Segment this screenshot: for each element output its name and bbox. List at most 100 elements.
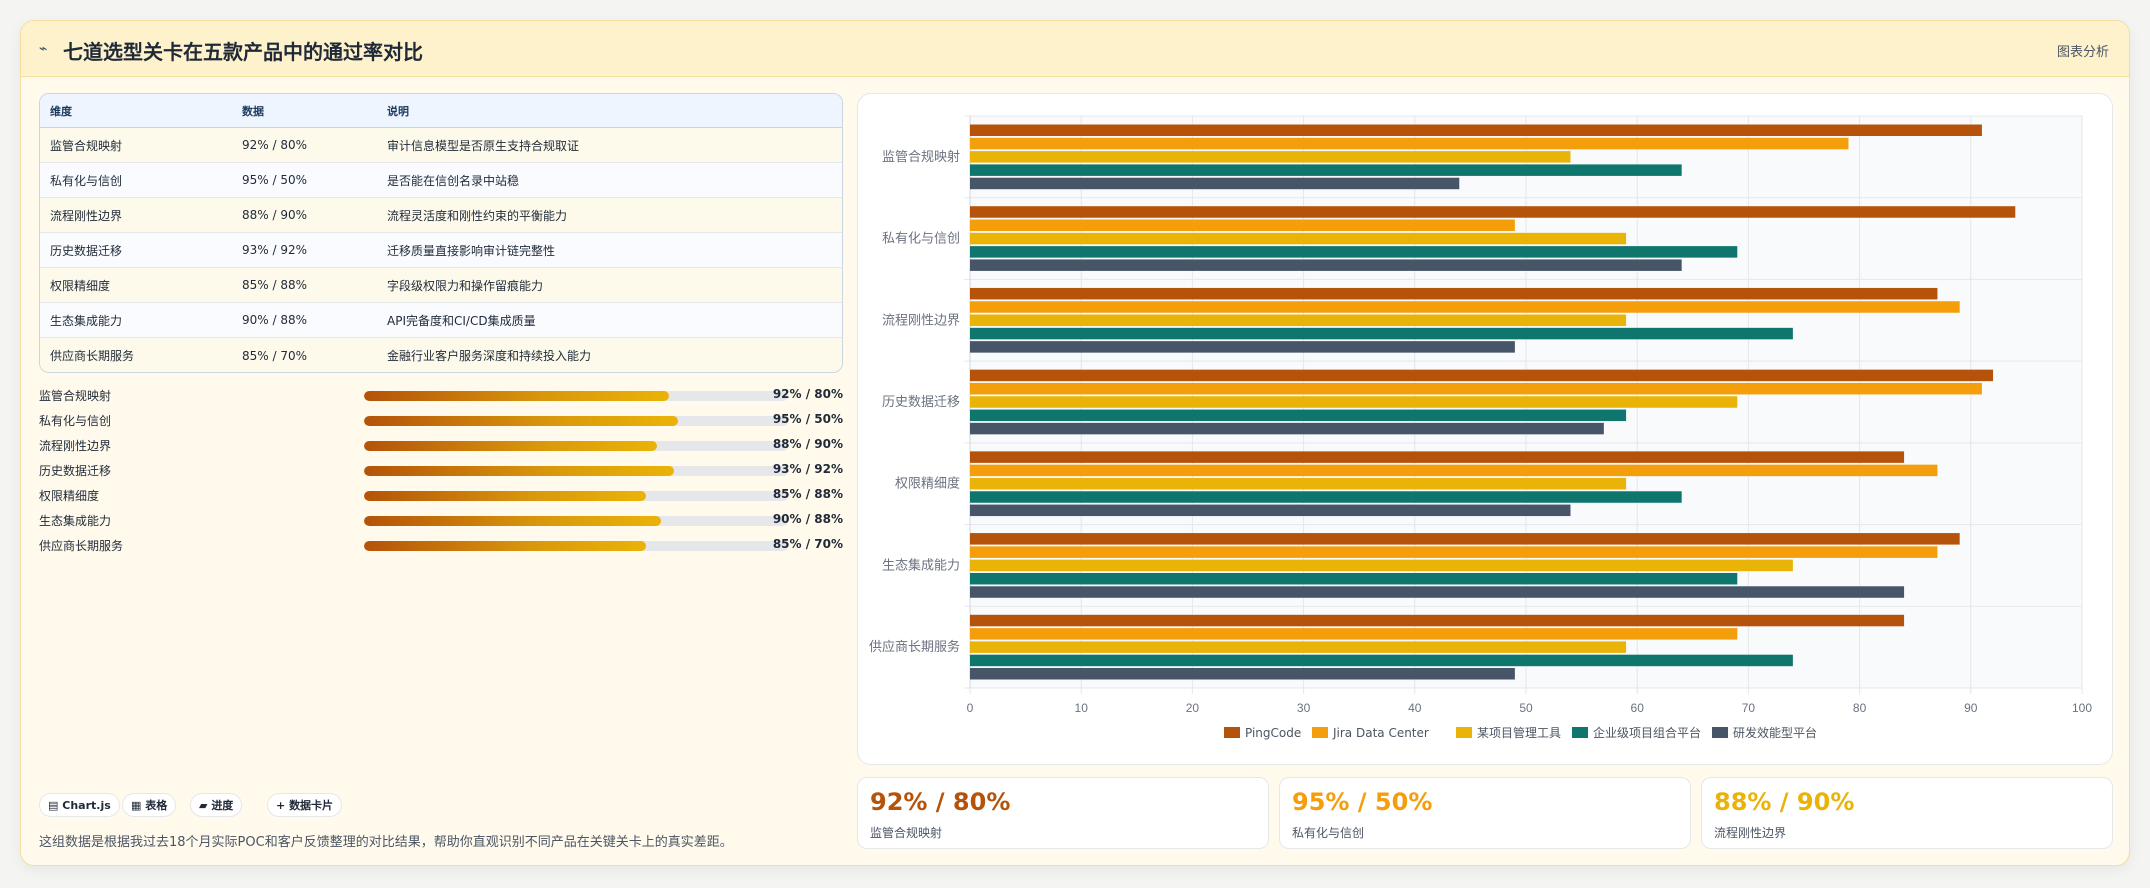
chip-table[interactable]: ▦ 表格 [122, 793, 177, 817]
progress-fill [364, 391, 670, 401]
progress-value: 90% / 88% [772, 512, 843, 526]
progress-label: 供应商长期服务 [39, 539, 124, 553]
bar [970, 628, 1738, 640]
kpi-label: 私有化与信创 [1292, 826, 1365, 840]
progress-track [364, 466, 788, 476]
table-cell: 流程灵活度和刚性约束的平衡能力 [387, 208, 568, 223]
progress-fill [364, 541, 646, 551]
x-tick-label: 60 [1631, 701, 1645, 715]
table-row: 流程刚性边界 88% / 90% 流程灵活度和刚性约束的平衡能力 [40, 198, 842, 233]
bar [970, 137, 1849, 150]
legend-label: 企业级项目组合平台 [1593, 725, 1701, 740]
bar [970, 246, 1738, 258]
x-tick-label: 100 [2072, 701, 2092, 715]
legend-label: 研发效能型平台 [1733, 725, 1817, 740]
kpi-card: 95% / 50% 私有化与信创 [1279, 777, 1691, 849]
bar [970, 654, 1793, 667]
progress-value: 85% / 70% [772, 537, 843, 551]
progress-row: 流程刚性边界 88% / 90% [39, 433, 843, 458]
table-cell: 权限精细度 [50, 278, 111, 293]
chart-analysis-button[interactable]: 图表分析 [2056, 45, 2109, 60]
y-tick-label: 权限精细度 [895, 476, 960, 492]
progress-label: 监管合规映射 [39, 389, 112, 403]
progress-row: 供应商长期服务 85% / 70% [39, 533, 843, 558]
trend-icon: ⌁ [39, 41, 48, 57]
table-row: 供应商长期服务 85% / 70% 金融行业客户服务深度和持续投入能力 [40, 338, 842, 372]
progress-track [364, 491, 788, 501]
kpi-value: 88% / 90% [1714, 788, 1855, 816]
bar [970, 409, 1627, 422]
table-cell: 93% / 92% [242, 243, 308, 257]
table-cell: 85% / 88% [242, 278, 308, 292]
progress-fill [364, 441, 657, 451]
page-title: 七道选型关卡在五款产品中的通过率对比 [63, 40, 423, 64]
table-cell: 迁移质量直接影响审计链完整性 [387, 243, 556, 258]
bar [970, 382, 1982, 395]
progress-track [364, 391, 788, 401]
table-cell: 85% / 70% [242, 348, 308, 363]
progress-fill [364, 491, 646, 501]
kpi-label: 流程刚性边界 [1714, 826, 1787, 840]
bar [970, 559, 1793, 572]
bar [970, 287, 1938, 300]
y-tick-label: 流程刚性边界 [882, 313, 960, 328]
table-row: 历史数据迁移 93% / 92% 迁移质量直接影响审计链完整性 [40, 233, 842, 268]
bar [970, 369, 1994, 382]
x-tick-label: 20 [1186, 701, 1200, 715]
table-cell: 90% / 88% [242, 313, 308, 327]
chip-chartjs[interactable]: ▤ Chart.js [39, 793, 120, 817]
bar [970, 533, 1960, 545]
bar [970, 464, 1938, 477]
column-header: 数据 [242, 104, 264, 118]
table-cell: 95% / 50% [242, 173, 308, 187]
kpi-label: 监管合规映射 [870, 826, 943, 840]
progress-track [364, 541, 788, 551]
bar [970, 504, 1571, 517]
y-tick-label: 监管合规映射 [882, 149, 960, 165]
bar [970, 477, 1627, 490]
bar [970, 164, 1682, 176]
bar [970, 232, 1627, 245]
kpi-card: 92% / 80% 监管合规映射 [857, 777, 1269, 849]
chip-data-card[interactable]: + 数据卡片 [267, 793, 343, 817]
progress-track [364, 516, 788, 526]
x-tick-label: 90 [1964, 701, 1978, 715]
bar [970, 259, 1682, 271]
bar [970, 177, 1460, 190]
progress-row: 生态集成能力 90% / 88% [39, 508, 843, 533]
progress-label: 生态集成能力 [39, 514, 112, 528]
dashboard-card: ⌁ 七道选型关卡在五款产品中的通过率对比 图表分析 维度 数据 说明 监管合规映… [20, 20, 2130, 866]
x-tick-label: 30 [1297, 701, 1311, 715]
legend-label: PingCode [1245, 726, 1301, 740]
progress-value: 93% / 92% [772, 462, 843, 476]
chip-label: 进度 [211, 799, 234, 812]
chip-progress[interactable]: ▰ 进度 [190, 793, 243, 817]
chip-label: 数据卡片 [289, 799, 334, 812]
progress-label: 私有化与信创 [39, 414, 112, 428]
bar [970, 301, 1960, 313]
table-row: 私有化与信创 95% / 50% 是否能在信创名录中站稳 [40, 163, 842, 198]
progress-label: 流程刚性边界 [39, 439, 112, 453]
table-icon: ▦ [131, 798, 142, 812]
bar [970, 151, 1571, 163]
bar [970, 396, 1738, 408]
progress-row: 监管合规映射 92% / 80% [39, 383, 843, 408]
table-row: 监管合规映射 92% / 80% 审计信息模型是否原生支持合规取证 [40, 128, 842, 163]
table-cell: 92% / 80% [242, 138, 308, 152]
x-tick-label: 0 [967, 701, 974, 715]
progress-label: 权限精细度 [39, 489, 100, 503]
table-header: 维度 数据 说明 [40, 94, 842, 128]
kpi-card: 88% / 90% 流程刚性边界 [1701, 777, 2113, 849]
chart-icon: ▤ [48, 798, 59, 812]
table-cell: 供应商长期服务 [50, 349, 135, 363]
x-tick-label: 50 [1519, 701, 1533, 715]
y-tick-label: 生态集成能力 [882, 557, 960, 573]
bar [970, 219, 1515, 232]
progress-list: 监管合规映射 92% / 80% 私有化与信创 95% / 50% 流程刚性边界… [39, 383, 843, 558]
bar [970, 641, 1627, 653]
card-header: ⌁ 七道选型关卡在五款产品中的通过率对比 图表分析 [21, 21, 2129, 77]
table-cell: 是否能在信创名录中站稳 [387, 173, 520, 188]
bar [970, 327, 1793, 340]
x-tick-label: 80 [1853, 701, 1867, 715]
table-cell: API完备度和CI/CD集成质量 [387, 313, 536, 328]
